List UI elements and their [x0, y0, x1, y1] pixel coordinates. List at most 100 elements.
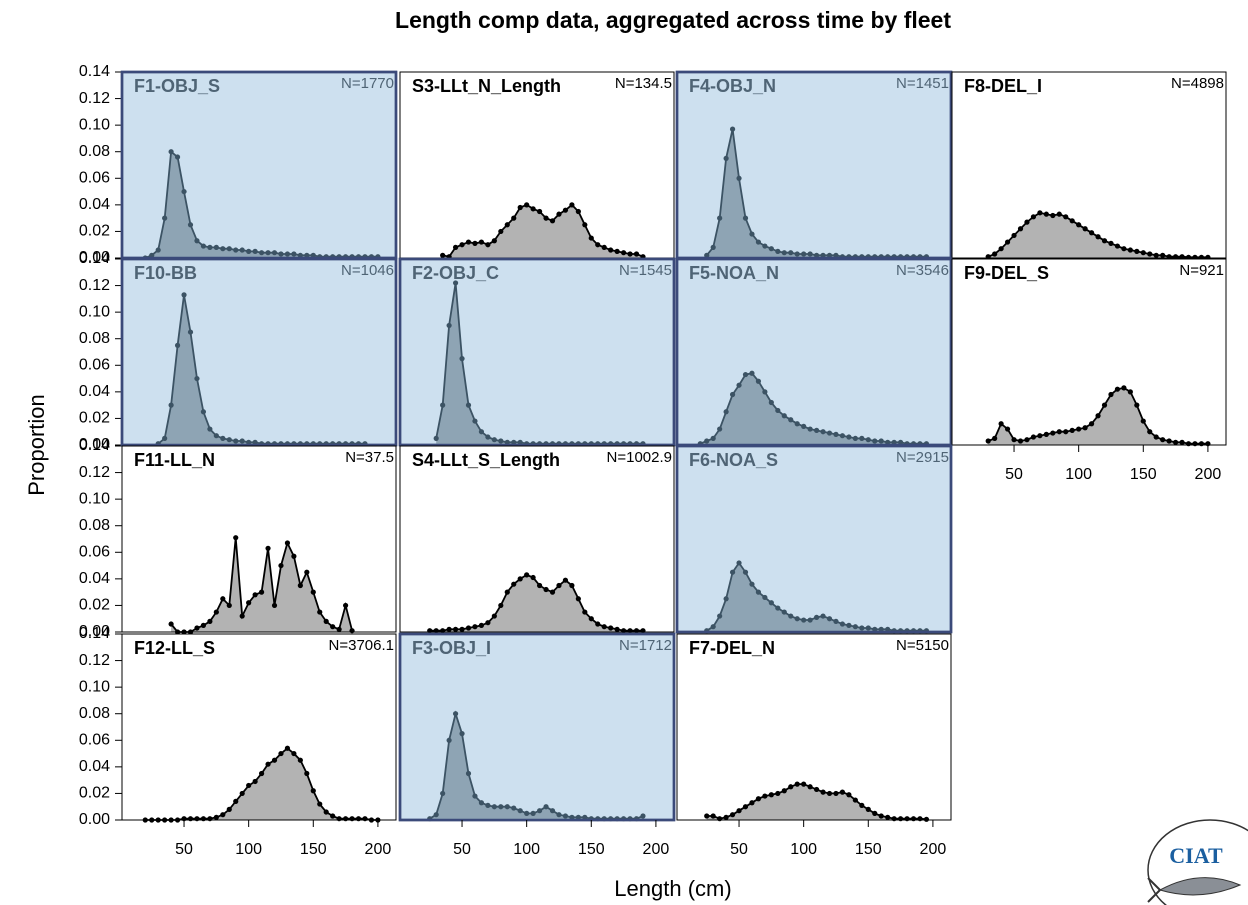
point [472, 624, 478, 630]
x-tick-label: 100 [790, 841, 817, 858]
y-tick-label: 0.00 [79, 249, 110, 266]
x-tick-label: 150 [300, 841, 327, 858]
point [729, 126, 736, 132]
point [794, 421, 800, 427]
panel-title: F2-OBJ_C [412, 263, 499, 283]
point [1088, 230, 1095, 236]
point [1043, 211, 1049, 217]
point [291, 750, 297, 757]
point [807, 251, 813, 257]
point [162, 435, 168, 441]
point [304, 770, 310, 777]
point [213, 814, 219, 820]
y-axis-label: Proportion [24, 394, 49, 496]
point [459, 242, 465, 248]
point [839, 433, 846, 439]
point [1108, 240, 1114, 246]
panel-title: F8-DEL_I [964, 76, 1042, 96]
point [491, 613, 497, 619]
panel-frame [675, 444, 953, 634]
point [1082, 425, 1088, 431]
point [271, 250, 278, 256]
point [246, 248, 252, 254]
y-tick-label: 0.02 [79, 223, 110, 240]
panel-border [121, 445, 397, 633]
point [852, 797, 858, 803]
panel-title: F5-NOA_N [689, 263, 779, 283]
y-tick-label: 0.04 [79, 383, 110, 400]
point [239, 790, 245, 797]
logo-text: CIAT [1169, 843, 1223, 868]
point [1101, 402, 1108, 408]
point [239, 247, 245, 253]
point [246, 439, 252, 445]
point [865, 806, 871, 812]
point [504, 589, 510, 595]
point [1153, 434, 1159, 440]
point [729, 391, 736, 398]
point [491, 238, 497, 244]
point [498, 438, 504, 444]
point [897, 439, 904, 445]
point [852, 624, 858, 630]
x-tick-label: 50 [175, 841, 193, 858]
y-tick-label: 0.14 [79, 63, 110, 80]
point [330, 813, 336, 819]
point [569, 582, 575, 589]
point [181, 292, 187, 298]
point [207, 244, 213, 250]
y-tick-label: 0.08 [79, 705, 110, 722]
point [452, 711, 459, 717]
point [582, 609, 588, 615]
point [794, 781, 800, 787]
point [1088, 421, 1095, 427]
point [472, 240, 478, 246]
panel-title: S4-LLt_S_Length [412, 450, 560, 470]
panel-frame [951, 71, 1227, 259]
point [297, 757, 303, 763]
point [762, 793, 768, 799]
point [794, 616, 800, 622]
point [297, 252, 303, 258]
area [988, 212, 1208, 258]
logo-ring [1147, 819, 1248, 905]
point [794, 251, 800, 257]
point [543, 215, 549, 221]
panel-title: F6-NOA_S [689, 450, 778, 470]
point [923, 816, 930, 822]
point [762, 389, 768, 395]
point [265, 761, 271, 767]
point [252, 778, 258, 785]
panel-n: N=4898 [1171, 75, 1224, 92]
point [775, 605, 781, 611]
point [465, 770, 472, 777]
y-tick-label: 0.10 [79, 303, 110, 320]
point [1147, 429, 1153, 435]
point [801, 617, 807, 623]
point [820, 789, 826, 795]
point [826, 790, 833, 797]
logo: CIAT [1147, 819, 1248, 905]
panel-border [675, 444, 953, 634]
point [511, 439, 517, 445]
panel-border [121, 633, 397, 821]
point [562, 813, 569, 819]
point [498, 602, 504, 609]
point [452, 626, 459, 632]
point [807, 784, 813, 790]
point [536, 808, 543, 814]
point [582, 222, 588, 228]
point [233, 798, 239, 805]
panel: F1-OBJ_S N=1770 [120, 70, 398, 261]
point [207, 426, 213, 432]
point [717, 215, 723, 221]
point [859, 435, 865, 441]
y-tick-label: 0.02 [79, 597, 110, 614]
point [485, 620, 491, 626]
point [826, 616, 833, 622]
point [556, 582, 562, 589]
x-tick-label: 50 [453, 841, 471, 858]
point [582, 814, 588, 820]
point [504, 439, 510, 445]
point [517, 576, 523, 582]
